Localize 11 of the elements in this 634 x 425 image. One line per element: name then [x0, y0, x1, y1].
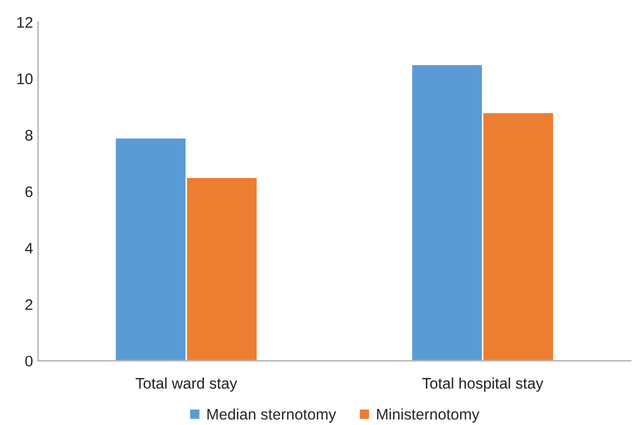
y-tick-label: 12 [17, 16, 32, 28]
y-tick-label: 10 [17, 73, 33, 84]
y-tick-label: 2 [25, 299, 32, 310]
y-tick-label: 0 [25, 356, 33, 367]
legend-label: Median sternotomy [207, 408, 336, 423]
y-tick-label: 6 [25, 186, 33, 198]
y-tick-label: 4 [25, 242, 33, 254]
x-tick-label: Total ward stay [136, 377, 238, 392]
legend-label: Ministernotomy [377, 408, 480, 423]
y-tick-label: 8 [25, 130, 33, 141]
x-tick-label: Total hospital stay [422, 377, 544, 392]
